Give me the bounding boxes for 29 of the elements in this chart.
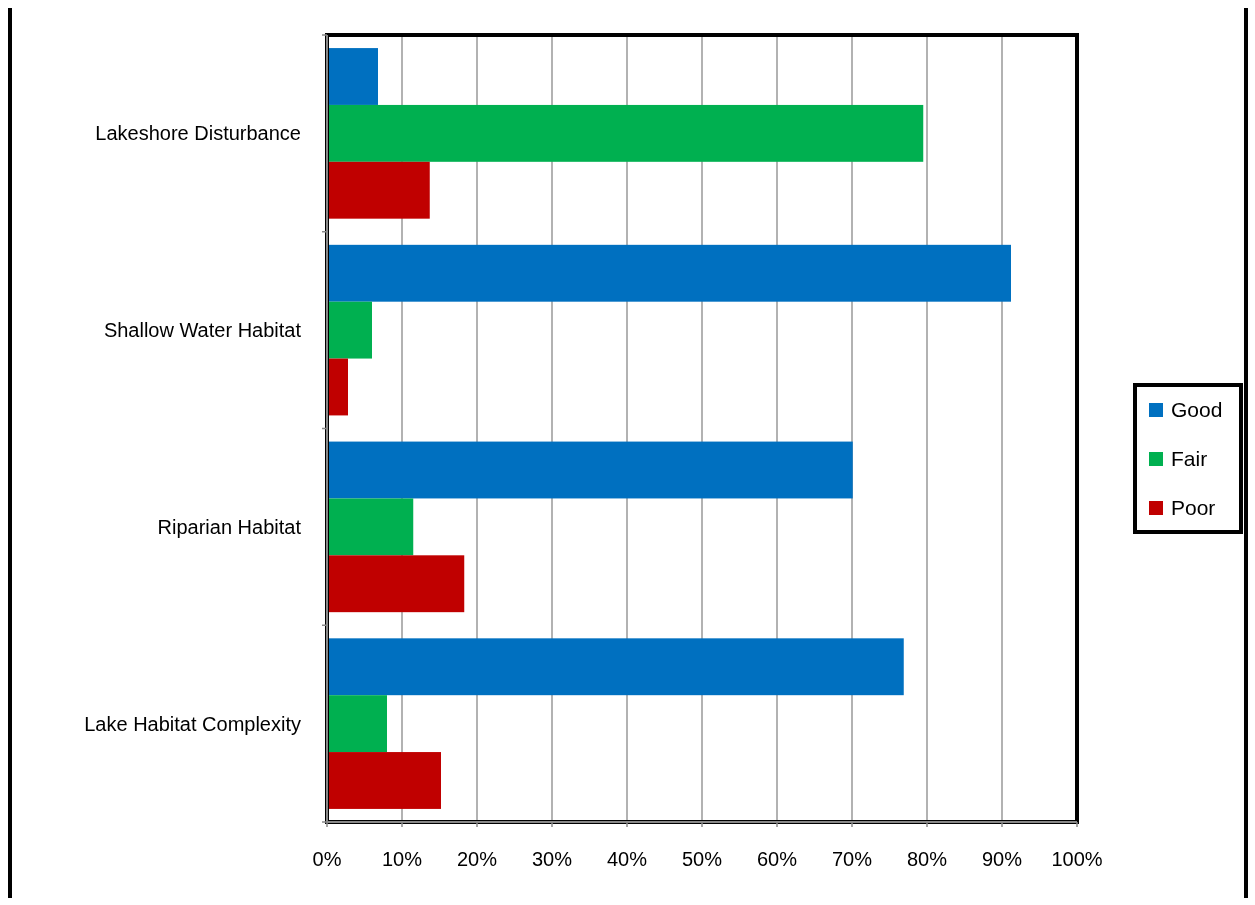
x-tick-label: 80% — [906, 848, 948, 870]
bar — [327, 301, 372, 359]
legend-label: Fair — [1171, 447, 1208, 470]
bar — [327, 48, 378, 105]
bar — [327, 695, 387, 753]
legend-label: Poor — [1171, 496, 1216, 519]
y-tick-label: Shallow Water Habitat — [103, 319, 302, 342]
bar — [327, 161, 430, 219]
bar — [327, 244, 1011, 302]
y-tick-label: Lakeshore Disturbance — [95, 122, 301, 145]
bar — [327, 498, 414, 556]
x-tick-label: 100% — [1051, 848, 1103, 870]
x-tick-label: 10% — [381, 848, 423, 870]
x-tick-label: 50% — [681, 848, 723, 870]
bar — [327, 555, 465, 613]
x-tick-label: 0% — [312, 848, 342, 870]
y-tick-label: Riparian Habitat — [157, 515, 302, 538]
x-tick-label: 40% — [606, 848, 648, 870]
x-tick-label: 90% — [981, 848, 1023, 870]
bar — [327, 638, 904, 696]
bar — [327, 752, 441, 809]
bar — [327, 441, 853, 499]
x-tick-label: 60% — [756, 848, 798, 870]
x-tick-label: 30% — [531, 848, 573, 870]
bar — [327, 104, 924, 162]
x-tick-label: 20% — [456, 848, 498, 870]
x-tick-label: 70% — [831, 848, 873, 870]
legend-label: Good — [1171, 398, 1223, 421]
y-tick-label: Lake Habitat Complexity — [84, 712, 301, 735]
